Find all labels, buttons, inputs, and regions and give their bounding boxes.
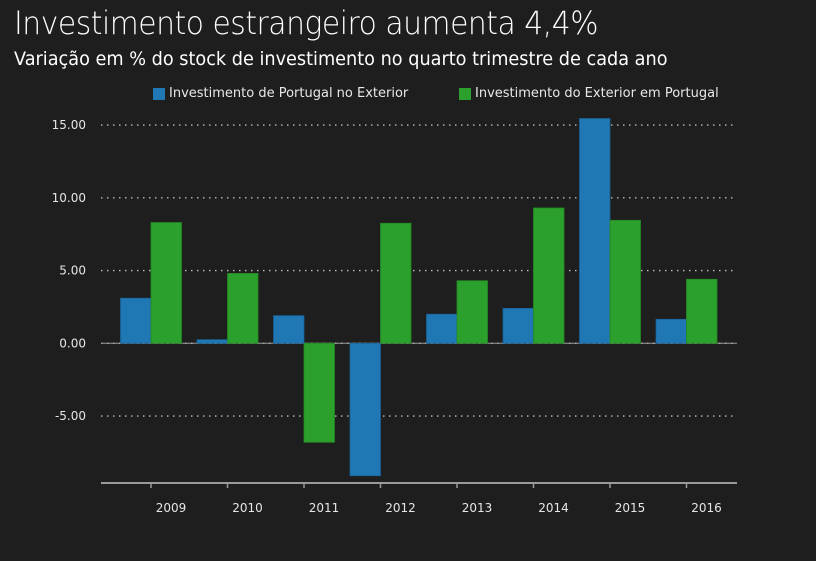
- x-tick-label: 2011: [309, 501, 340, 515]
- bar-portugal-exterior-2009: [120, 297, 152, 344]
- x-tick-label: 2012: [385, 501, 416, 515]
- chart-subtitle: Variação em % do stock de investimento n…: [14, 48, 668, 70]
- bar-portugal-exterior-2014: [502, 307, 534, 344]
- bar-exterior-portugal-2016: [686, 278, 718, 344]
- x-tick-label: 2014: [538, 501, 569, 515]
- y-tick-label: 0.00: [59, 336, 86, 350]
- x-tick-label: 2010: [232, 501, 263, 515]
- y-tick-label: -5.00: [55, 409, 86, 423]
- y-axis-labels: -5.00 0.00 5.00 10.00 15.00: [52, 118, 86, 423]
- bar-portugal-exterior-2015: [579, 118, 611, 344]
- y-tick-label: 10.00: [52, 191, 86, 205]
- bar-exterior-portugal-2011: [303, 342, 335, 443]
- x-tick-label: 2013: [462, 501, 493, 515]
- bar-exterior-portugal-2015: [609, 219, 641, 344]
- bar-exterior-portugal-2013: [456, 280, 488, 344]
- legend-item-portugal-exterior: Investimento de Portugal no Exterior: [153, 86, 408, 101]
- x-tick-label: 2015: [615, 501, 646, 515]
- x-axis: 2009 2010 2011 2012 2013 2014 2015 2016: [101, 482, 737, 515]
- y-tick-label: 15.00: [52, 118, 86, 132]
- bar-exterior-portugal-2009: [150, 222, 182, 344]
- gridlines: [101, 124, 737, 417]
- bar-portugal-exterior-2012: [349, 342, 381, 477]
- legend-item-exterior-portugal: Investimento do Exterior em Portugal: [459, 86, 719, 101]
- legend-label: Investimento do Exterior em Portugal: [475, 86, 719, 101]
- bar-portugal-exterior-2016: [655, 318, 687, 344]
- legend-label: Investimento de Portugal no Exterior: [169, 86, 409, 101]
- bar-exterior-portugal-2014: [533, 207, 565, 344]
- bar-exterior-portugal-2010: [227, 273, 259, 344]
- legend-swatch-blue: [153, 87, 165, 100]
- chart-title: Investimento estrangeiro aumenta 4,4%: [14, 4, 599, 42]
- legend-swatch-green: [459, 87, 471, 100]
- x-tick-label: 2009: [156, 501, 187, 515]
- x-tick-label: 2016: [691, 501, 722, 515]
- bar-portugal-exterior-2010: [196, 339, 228, 344]
- bars: [120, 118, 718, 477]
- y-tick-label: 5.00: [59, 264, 86, 278]
- bar-portugal-exterior-2013: [426, 313, 458, 344]
- bar-portugal-exterior-2011: [273, 315, 305, 344]
- bar-exterior-portugal-2012: [380, 222, 412, 344]
